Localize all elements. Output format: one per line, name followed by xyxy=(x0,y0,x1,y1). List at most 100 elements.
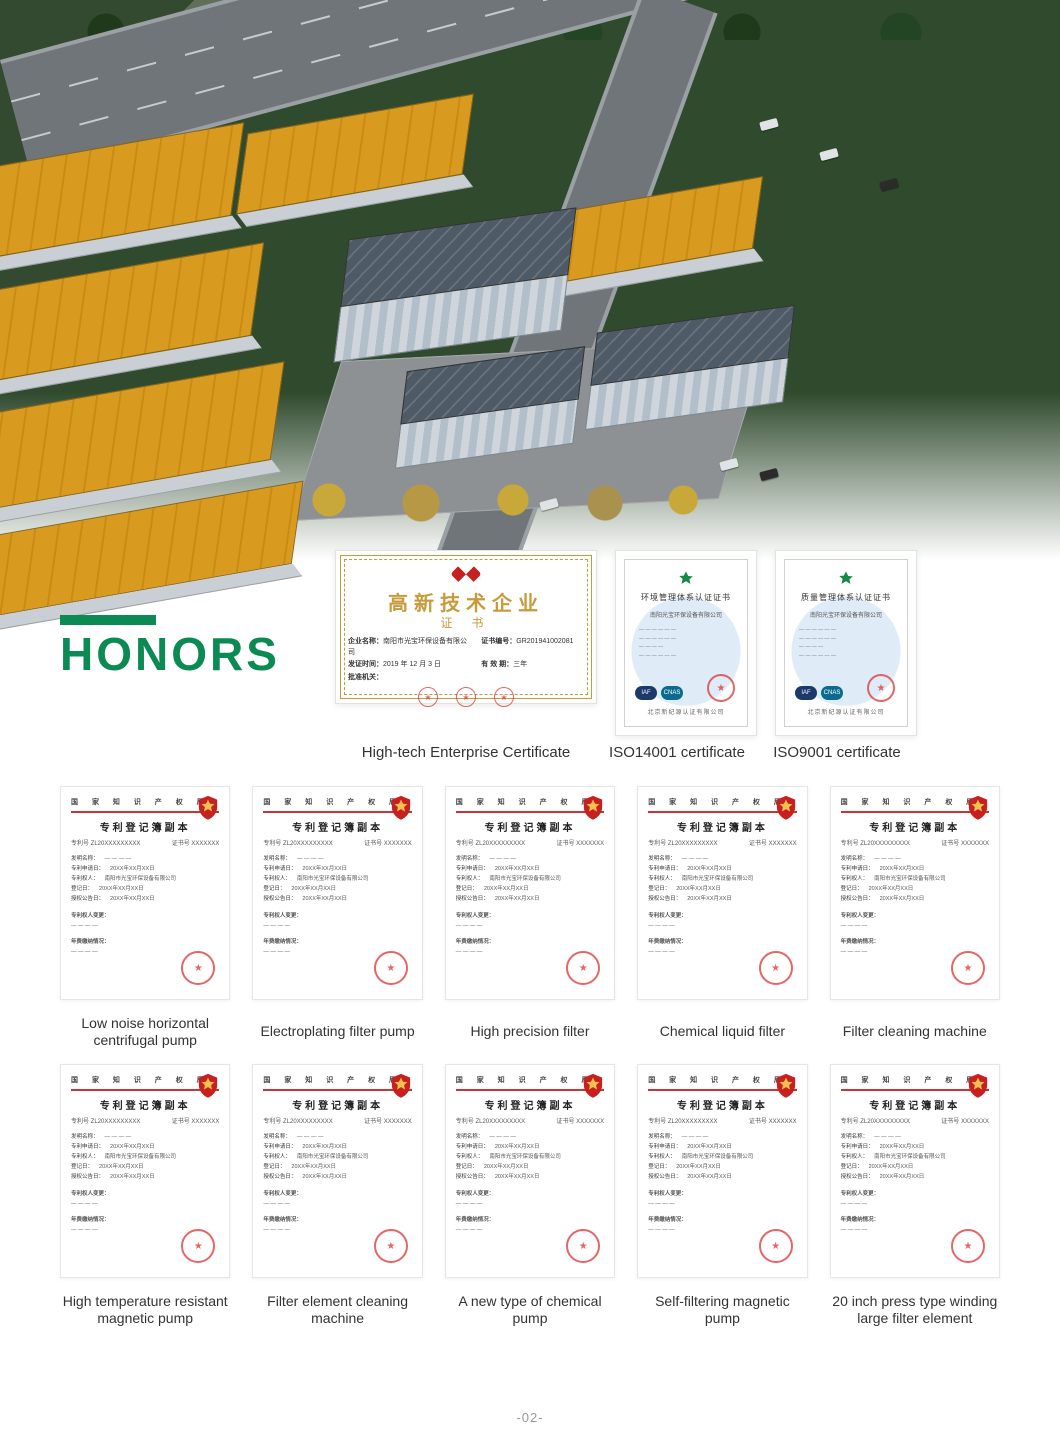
patent-card: 国 家 知 识 产 权 局专利登记簿副本专利号 ZL20XXXXXXXXX证书号… xyxy=(637,1064,807,1278)
iso14001-company: 南阳光宝环保设备有限公司 xyxy=(625,610,747,619)
national-emblem-icon xyxy=(197,1073,219,1099)
patent-caption: A new type of chemical pump xyxy=(445,1292,615,1328)
patent-title: 专利登记簿副本 xyxy=(841,819,989,834)
national-emblem-icon xyxy=(967,795,989,821)
patent-no-left: 专利号 ZL20XXXXXXXXX xyxy=(456,838,525,847)
patent-caption: 20 inch press type winding large filter … xyxy=(830,1292,1000,1328)
patent-no-left: 专利号 ZL20XXXXXXXXX xyxy=(648,838,717,847)
patent-body: 发明名称：— — — —专利申请日：20XX年XX月XX日专利权人：南阳市光宝环… xyxy=(263,855,411,958)
patent-caption: Low noise horizontal centrifugal pump xyxy=(60,1014,230,1050)
patent-no-right: 证书号 XXXXXXX xyxy=(941,838,989,847)
national-emblem-icon xyxy=(582,1073,604,1099)
patent-title: 专利登记簿副本 xyxy=(648,819,796,834)
national-emblem-icon xyxy=(582,795,604,821)
seal-icon xyxy=(707,674,735,702)
iso9001-company: 南阳光宝环保设备有限公司 xyxy=(785,610,907,619)
iso9001-footer: 北京新纪源认证有限公司 xyxy=(785,707,907,716)
seal-icon xyxy=(951,951,985,985)
seal-icon xyxy=(181,951,215,985)
top-cert-row: 高新技术企业 证 书 企业名称：南阳市光宝环保设备有限公司 证书编号：GR201… xyxy=(335,550,917,736)
patent-no-left: 专利号 ZL20XXXXXXXXX xyxy=(263,1116,332,1125)
patent-no-left: 专利号 ZL20XXXXXXXXX xyxy=(456,1116,525,1125)
patent-caption: Filter element cleaning machine xyxy=(252,1292,422,1328)
page-number: -02- xyxy=(0,1410,1060,1425)
patent-caption: High precision filter xyxy=(445,1014,615,1050)
patent-card: 国 家 知 识 产 权 局专利登记簿副本专利号 ZL20XXXXXXXXX证书号… xyxy=(252,1064,422,1278)
aerial-hero xyxy=(0,0,1060,560)
heading-text: HONORS xyxy=(60,627,280,681)
patent-caption: Electroplating filter pump xyxy=(252,1014,422,1050)
patent-caption: Self-filtering magnetic pump xyxy=(637,1292,807,1328)
seal-icon xyxy=(374,951,408,985)
national-emblem-icon xyxy=(390,1073,412,1099)
seal-icon xyxy=(566,1229,600,1263)
national-emblem-icon xyxy=(390,795,412,821)
cert-hitech: 高新技术企业 证 书 企业名称：南阳市光宝环保设备有限公司 证书编号：GR201… xyxy=(335,550,597,704)
car xyxy=(759,118,779,131)
iso9001-caption: ISO9001 certificate xyxy=(757,744,917,761)
iaf-badge: IAF xyxy=(795,686,817,700)
leaf-badge-icon xyxy=(837,570,855,588)
patent-no-right: 证书号 XXXXXXX xyxy=(941,1116,989,1125)
warehouse xyxy=(236,93,474,214)
iso14001-footer: 北京新纪源认证有限公司 xyxy=(625,707,747,716)
patent-no-left: 专利号 ZL20XXXXXXXXX xyxy=(648,1116,717,1125)
section-heading: HONORS xyxy=(60,615,280,681)
top-cert-captions: High-tech Enterprise Certificate ISO1400… xyxy=(335,744,917,761)
national-emblem-icon xyxy=(967,1073,989,1099)
patent-body: 发明名称：— — — —专利申请日：20XX年XX月XX日专利权人：南阳市光宝环… xyxy=(263,1133,411,1236)
patent-title: 专利登记簿副本 xyxy=(456,1097,604,1112)
seal-icon xyxy=(759,951,793,985)
autumn-trees xyxy=(260,470,720,530)
patent-body: 发明名称：— — — —专利申请日：20XX年XX月XX日专利权人：南阳市光宝环… xyxy=(71,855,219,958)
cert-iso14001: 环境管理体系认证证书 南阳光宝环保设备有限公司 — — — — — —— — —… xyxy=(615,550,757,736)
patent-no-right: 证书号 XXXXXXX xyxy=(557,838,605,847)
patent-title: 专利登记簿副本 xyxy=(841,1097,989,1112)
cnas-badge: CNAS xyxy=(661,686,683,700)
seal-icon xyxy=(951,1229,985,1263)
patent-card: 国 家 知 识 产 权 局专利登记簿副本专利号 ZL20XXXXXXXXX证书号… xyxy=(60,786,230,1000)
hitech-caption: High-tech Enterprise Certificate xyxy=(335,744,597,761)
seal-icon xyxy=(374,1229,408,1263)
patent-no-right: 证书号 XXXXXXX xyxy=(172,838,220,847)
warehouse xyxy=(0,242,264,388)
national-emblem-icon xyxy=(775,795,797,821)
patent-no-right: 证书号 XXXXXXX xyxy=(749,1116,797,1125)
patent-title: 专利登记簿副本 xyxy=(71,1097,219,1112)
patent-no-left: 专利号 ZL20XXXXXXXXX xyxy=(71,838,140,847)
heading-bar xyxy=(60,615,156,625)
patent-no-right: 证书号 XXXXXXX xyxy=(364,838,412,847)
car xyxy=(819,148,839,161)
seal-icon xyxy=(181,1229,215,1263)
patent-card: 国 家 知 识 产 权 局专利登记簿副本专利号 ZL20XXXXXXXXX证书号… xyxy=(252,786,422,1000)
seal-icon xyxy=(456,687,476,707)
seal-icon xyxy=(494,687,514,707)
iso14001-caption: ISO14001 certificate xyxy=(597,744,757,761)
patent-body: 发明名称：— — — —专利申请日：20XX年XX月XX日专利权人：南阳市光宝环… xyxy=(648,855,796,958)
patent-card: 国 家 知 识 产 权 局专利登记簿副本专利号 ZL20XXXXXXXXX证书号… xyxy=(830,1064,1000,1278)
iso9001-title: 质量管理体系认证证书 xyxy=(785,592,907,603)
patent-no-right: 证书号 XXXXXXX xyxy=(364,1116,412,1125)
patent-title: 专利登记簿副本 xyxy=(263,819,411,834)
patent-body: 发明名称：— — — —专利申请日：20XX年XX月XX日专利权人：南阳市光宝环… xyxy=(648,1133,796,1236)
seal-icon xyxy=(867,674,895,702)
patent-title: 专利登记簿副本 xyxy=(71,819,219,834)
patent-no-left: 专利号 ZL20XXXXXXXXX xyxy=(841,838,910,847)
patent-no-right: 证书号 XXXXXXX xyxy=(749,838,797,847)
patent-no-left: 专利号 ZL20XXXXXXXXX xyxy=(71,1116,140,1125)
seal-icon xyxy=(759,1229,793,1263)
patent-no-left: 专利号 ZL20XXXXXXXXX xyxy=(263,838,332,847)
national-emblem-icon xyxy=(197,795,219,821)
patent-caption: Chemical liquid filter xyxy=(637,1014,807,1050)
seal-icon xyxy=(566,951,600,985)
car xyxy=(759,468,779,481)
patent-caption: Filter cleaning machine xyxy=(830,1014,1000,1050)
patent-card: 国 家 知 识 产 权 局专利登记簿副本专利号 ZL20XXXXXXXXX证书号… xyxy=(445,786,615,1000)
office-building xyxy=(585,305,795,430)
patent-body: 发明名称：— — — —专利申请日：20XX年XX月XX日专利权人：南阳市光宝环… xyxy=(841,855,989,958)
patent-title: 专利登记簿副本 xyxy=(263,1097,411,1112)
patent-body: 发明名称：— — — —专利申请日：20XX年XX月XX日专利权人：南阳市光宝环… xyxy=(71,1133,219,1236)
patent-no-right: 证书号 XXXXXXX xyxy=(557,1116,605,1125)
patent-card: 国 家 知 识 产 权 局专利登记簿副本专利号 ZL20XXXXXXXXX证书号… xyxy=(637,786,807,1000)
leaf-badge-icon xyxy=(677,570,695,588)
